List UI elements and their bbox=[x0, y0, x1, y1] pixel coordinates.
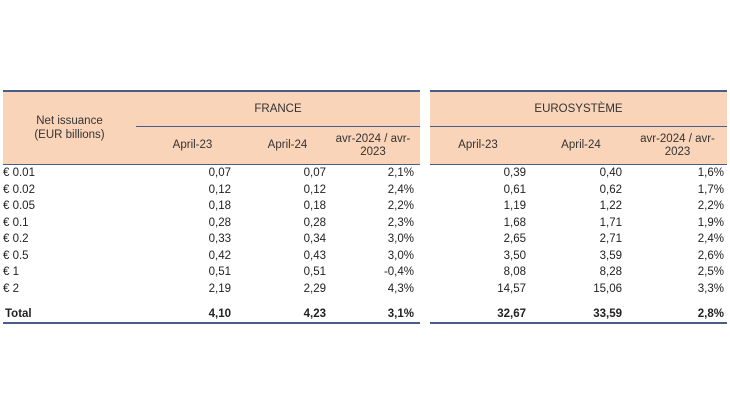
france-total-change: 3,1% bbox=[326, 305, 420, 324]
france-change-value: 3,0% bbox=[387, 249, 414, 262]
eurosysteme-april23-value: 14,57 bbox=[497, 282, 526, 295]
eurosysteme-april23-value: 0,61 bbox=[503, 183, 526, 196]
denomination-label: € 0.01 bbox=[3, 167, 35, 179]
eurosysteme-title: EUROSYSTÈME bbox=[430, 90, 727, 127]
france-april23-value: 0,12 bbox=[208, 183, 231, 196]
eurosysteme-april24-value: 3,59 bbox=[599, 249, 622, 262]
eurosysteme-change-value: 1,7% bbox=[697, 183, 724, 196]
table-row: 1,19 1,22 2,2% bbox=[430, 198, 727, 215]
france-change-value: -0,4% bbox=[383, 266, 414, 278]
table-row: 3,50 3,59 2,6% bbox=[430, 248, 727, 265]
france-total-april23: 4,10 bbox=[136, 305, 231, 324]
table-row: 0,39 0,40 1,6% bbox=[430, 165, 727, 182]
france-change-value: 2,4% bbox=[387, 183, 414, 196]
france-april24-value: 0,51 bbox=[303, 266, 326, 278]
total-label: Total bbox=[3, 305, 136, 324]
france-april23-value: 0,28 bbox=[208, 216, 231, 229]
denomination-label: € 0.02 bbox=[3, 183, 35, 196]
eurosysteme-col-april23: April-23 bbox=[430, 126, 526, 165]
net-issuance-label: Net issuance (EUR billions) bbox=[3, 90, 136, 165]
france-april24-value: 0,07 bbox=[303, 167, 326, 179]
france-change-value: 4,3% bbox=[387, 282, 414, 295]
france-body: € 0.01 0,07 0,07 2,1% € 0.02 0,12 0,12 2,4% € 0.… bbox=[3, 165, 420, 324]
france-april24-value: 0,12 bbox=[303, 183, 326, 196]
france-april24-value: 0,28 bbox=[303, 216, 326, 229]
france-change-value: 2,3% bbox=[387, 216, 414, 229]
eurosysteme-change-value: 2,6% bbox=[697, 249, 724, 262]
france-table: Net issuance (EUR billions) FRANCE April… bbox=[3, 90, 420, 324]
eurosysteme-april24-value: 1,22 bbox=[599, 200, 622, 212]
france-change-value: 2,1% bbox=[387, 167, 414, 179]
france-col-change: avr-2024 / avr-2023 bbox=[326, 126, 420, 165]
eurosysteme-april24-value: 0,40 bbox=[599, 167, 622, 179]
spacer-row bbox=[3, 297, 420, 305]
table-row: 14,57 15,06 3,3% bbox=[430, 281, 727, 298]
eurosysteme-change-value: 2,4% bbox=[697, 233, 724, 245]
eurosysteme-april24-value: 8,28 bbox=[599, 266, 622, 278]
denomination-label: € 0.5 bbox=[3, 249, 29, 262]
france-april24-value: 2,29 bbox=[303, 282, 326, 295]
eurosysteme-april23-value: 1,19 bbox=[503, 200, 526, 212]
eurosysteme-change-value: 2,5% bbox=[697, 266, 724, 278]
total-row: Total 4,10 4,23 3,1% bbox=[3, 305, 420, 324]
table-row: € 0.5 0,42 0,43 3,0% bbox=[3, 248, 420, 265]
table-row: 0,61 0,62 1,7% bbox=[430, 182, 727, 199]
france-total-april24: 4,23 bbox=[231, 305, 326, 324]
eurosysteme-change-value: 2,2% bbox=[697, 200, 724, 212]
eurosysteme-april23-value: 2,65 bbox=[503, 233, 526, 245]
table-row: € 0.1 0,28 0,28 2,3% bbox=[3, 215, 420, 232]
denomination-label: € 0.1 bbox=[3, 216, 29, 229]
spacer-row bbox=[430, 297, 727, 305]
france-april23-value: 0,33 bbox=[208, 233, 231, 245]
eurosysteme-total-change: 2,8% bbox=[622, 305, 727, 324]
eurosysteme-total-april23: 32,67 bbox=[430, 305, 526, 324]
france-change-value: 3,0% bbox=[387, 233, 414, 245]
eurosysteme-april24-value: 1,71 bbox=[599, 216, 622, 229]
denomination-label: € 1 bbox=[3, 266, 19, 278]
france-april24-value: 0,43 bbox=[303, 249, 326, 262]
denomination-label: € 0.2 bbox=[3, 233, 29, 245]
table-row: € 2 2,19 2,29 4,3% bbox=[3, 281, 420, 298]
france-april24-value: 0,34 bbox=[303, 233, 326, 245]
denomination-label: € 0.05 bbox=[3, 200, 35, 212]
france-change-value: 2,2% bbox=[387, 200, 414, 212]
france-col-april23: April-23 bbox=[136, 126, 231, 165]
eurosysteme-col-change: avr-2024 / avr-2023 bbox=[622, 126, 727, 165]
france-april24-value: 0,18 bbox=[303, 200, 326, 212]
table-row: 1,68 1,71 1,9% bbox=[430, 215, 727, 232]
table-row: € 0.01 0,07 0,07 2,1% bbox=[3, 165, 420, 182]
france-april23-value: 0,07 bbox=[208, 167, 231, 179]
eurosysteme-total-april24: 33,59 bbox=[526, 305, 622, 324]
france-col-april24: April-24 bbox=[231, 126, 326, 165]
eurosysteme-april23-value: 3,50 bbox=[503, 249, 526, 262]
total-row: 32,67 33,59 2,8% bbox=[430, 305, 727, 324]
eurosysteme-april24-value: 15,06 bbox=[593, 282, 622, 295]
france-title: FRANCE bbox=[136, 90, 420, 127]
eurosysteme-change-value: 1,6% bbox=[697, 167, 724, 179]
table-row: € 0.02 0,12 0,12 2,4% bbox=[3, 182, 420, 199]
france-april23-value: 0,51 bbox=[208, 266, 231, 278]
eurosysteme-april23-value: 1,68 bbox=[503, 216, 526, 229]
eurosysteme-change-value: 1,9% bbox=[697, 216, 724, 229]
eurosysteme-april24-value: 2,71 bbox=[599, 233, 622, 245]
table-row: 2,65 2,71 2,4% bbox=[430, 231, 727, 248]
france-april23-value: 2,19 bbox=[208, 282, 231, 295]
table-row: € 0.2 0,33 0,34 3,0% bbox=[3, 231, 420, 248]
eurosysteme-table: EUROSYSTÈME April-23 April-24 avr-2024 /… bbox=[430, 90, 727, 324]
eurosysteme-april23-value: 0,39 bbox=[503, 167, 526, 179]
table-row: € 0.05 0,18 0,18 2,2% bbox=[3, 198, 420, 215]
france-april23-value: 0,42 bbox=[208, 249, 231, 262]
table-row: € 1 0,51 0,51 -0,4% bbox=[3, 264, 420, 281]
eurosysteme-change-value: 3,3% bbox=[697, 282, 724, 295]
france-april23-value: 0,18 bbox=[208, 200, 231, 212]
eurosysteme-col-april24: April-24 bbox=[526, 126, 622, 165]
table-row: 8,08 8,28 2,5% bbox=[430, 264, 727, 281]
eurosysteme-april23-value: 8,08 bbox=[503, 266, 526, 278]
eurosysteme-body: 0,39 0,40 1,6% 0,61 0,62 1,7% 1,19 1,22 2,2% 1,68… bbox=[430, 165, 727, 324]
eurosysteme-april24-value: 0,62 bbox=[599, 183, 622, 196]
denomination-label: € 2 bbox=[3, 282, 19, 295]
